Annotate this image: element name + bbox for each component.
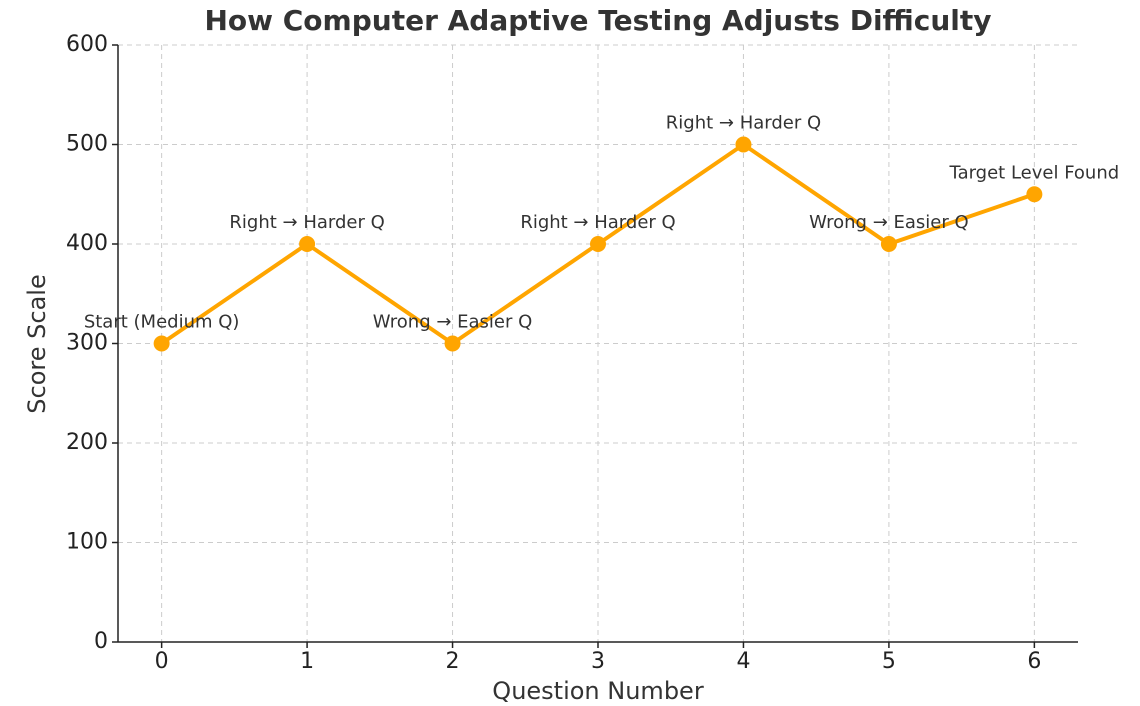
annotation: Wrong → Easier Q bbox=[809, 212, 969, 233]
annotation: Target Level Found bbox=[949, 162, 1120, 183]
point bbox=[299, 236, 316, 252]
x-tick-label: 1 bbox=[300, 649, 314, 674]
y-tick-label: 300 bbox=[66, 331, 108, 356]
point bbox=[444, 335, 461, 352]
point bbox=[153, 335, 170, 352]
y-tick-label: 200 bbox=[66, 430, 108, 455]
annotation: Right → Harder Q bbox=[666, 113, 821, 134]
annotation: Start (Medium Q) bbox=[84, 312, 240, 333]
y-tick-label: 600 bbox=[66, 32, 108, 57]
y-tick-label: 0 bbox=[94, 629, 108, 654]
annotation: Wrong → Easier Q bbox=[373, 312, 533, 333]
point bbox=[880, 236, 897, 252]
point bbox=[735, 136, 752, 153]
x-axis-label: Question Number bbox=[492, 677, 704, 705]
y-tick-label: 100 bbox=[66, 530, 108, 555]
y-tick-label: 500 bbox=[66, 132, 108, 157]
x-tick-label: 6 bbox=[1027, 649, 1041, 674]
x-tick-label: 2 bbox=[446, 649, 460, 674]
x-tick-label: 0 bbox=[155, 649, 169, 674]
point bbox=[590, 236, 606, 252]
annotation: Right → Harder Q bbox=[520, 212, 675, 233]
x-tick-label: 3 bbox=[591, 649, 605, 674]
x-tick-label: 5 bbox=[882, 649, 896, 674]
y-tick-label: 400 bbox=[66, 231, 108, 256]
y-axis-label: Score Scale bbox=[23, 274, 51, 413]
annotation: Right → Harder Q bbox=[229, 212, 384, 233]
point bbox=[1026, 186, 1043, 203]
chart-title: How Computer Adaptive Testing Adjusts Di… bbox=[204, 4, 991, 37]
x-tick-label: 4 bbox=[736, 649, 750, 674]
